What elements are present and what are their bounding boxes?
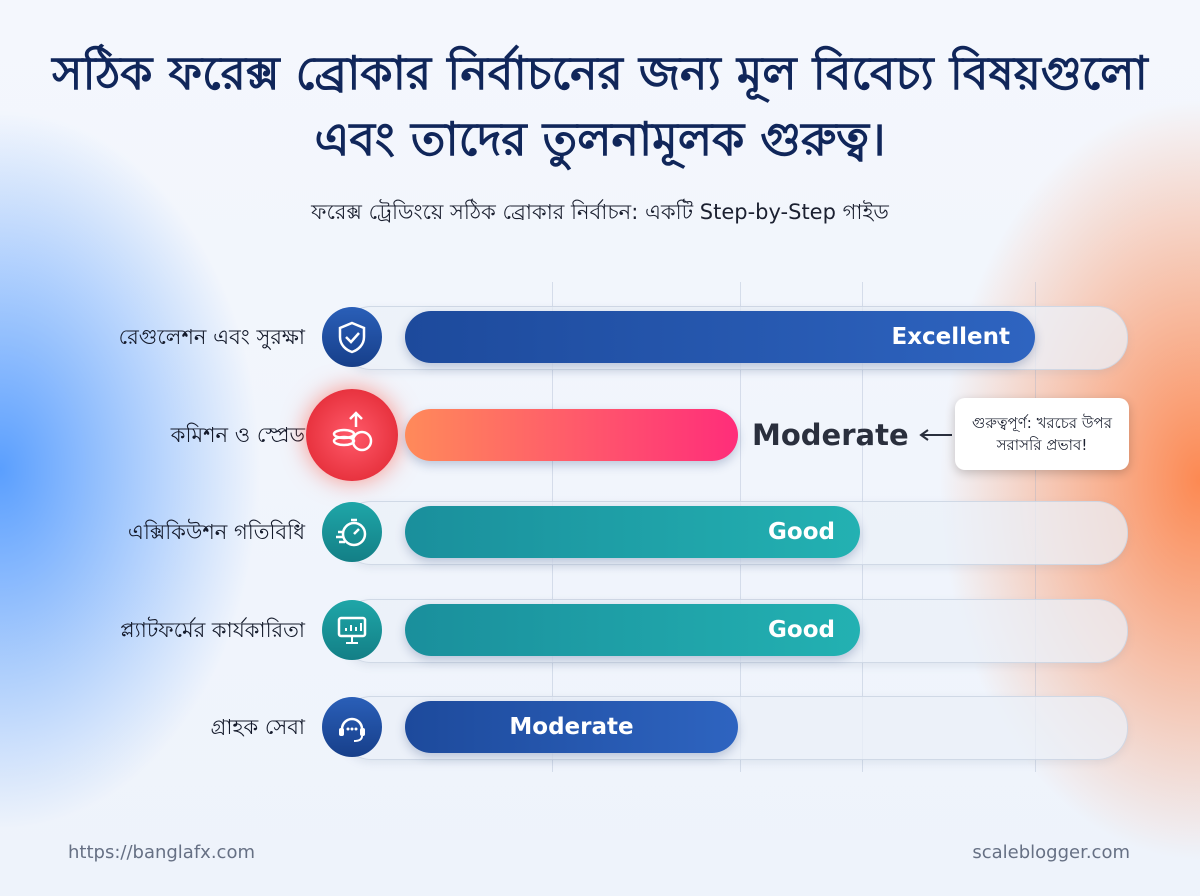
icon bbox=[322, 697, 382, 757]
icon bbox=[306, 389, 398, 481]
callout: গুরুত্বপূর্ণ: খরচের উপর সরাসরি প্রভাব! bbox=[955, 398, 1129, 470]
row: প্ল্যাটফর্মের কার্যকারিতা Good bbox=[0, 595, 1200, 665]
row-label: গ্রাহক সেবা bbox=[210, 715, 305, 739]
icon bbox=[322, 307, 382, 367]
rating: Moderate bbox=[752, 418, 909, 452]
row: কমিশন ও স্প্রেড Moderate bbox=[0, 389, 1200, 481]
bar bbox=[405, 604, 860, 656]
footer-left: https://banglafx.com bbox=[68, 842, 255, 863]
bar bbox=[405, 311, 1035, 363]
title: সঠিক ফরেক্স ব্রোকার নির্বাচনের জন্য মূল … bbox=[52, 46, 1148, 166]
icon bbox=[322, 502, 382, 562]
rating: Excellent bbox=[891, 324, 1010, 350]
rating: Good bbox=[768, 519, 835, 545]
arrow bbox=[919, 429, 952, 441]
subtitle: ফরেক্স ট্রেডিংয়ে সঠিক ব্রোকার নির্বাচন:… bbox=[311, 200, 889, 224]
row-label: রেগুলেশন এবং সুরক্ষা bbox=[118, 325, 305, 349]
rating: Moderate bbox=[509, 714, 634, 740]
icon bbox=[322, 600, 382, 660]
bar bbox=[405, 701, 738, 753]
row: গ্রাহক সেবা Moderate bbox=[0, 692, 1200, 762]
footer-right: scaleblogger.com bbox=[972, 842, 1130, 863]
row-label: প্ল্যাটফর্মের কার্যকারিতা bbox=[120, 618, 305, 642]
rating: Good bbox=[768, 617, 835, 643]
row-label: এক্সিকিউশন গতিবিধি bbox=[127, 520, 305, 544]
bar bbox=[405, 409, 738, 461]
row: রেগুলেশন এবং সুরক্ষা Excellent bbox=[0, 302, 1200, 372]
bar bbox=[405, 506, 860, 558]
row-label: কমিশন ও স্প্রেড bbox=[170, 423, 305, 447]
row: এক্সিকিউশন গতিবিধি Good bbox=[0, 497, 1200, 567]
